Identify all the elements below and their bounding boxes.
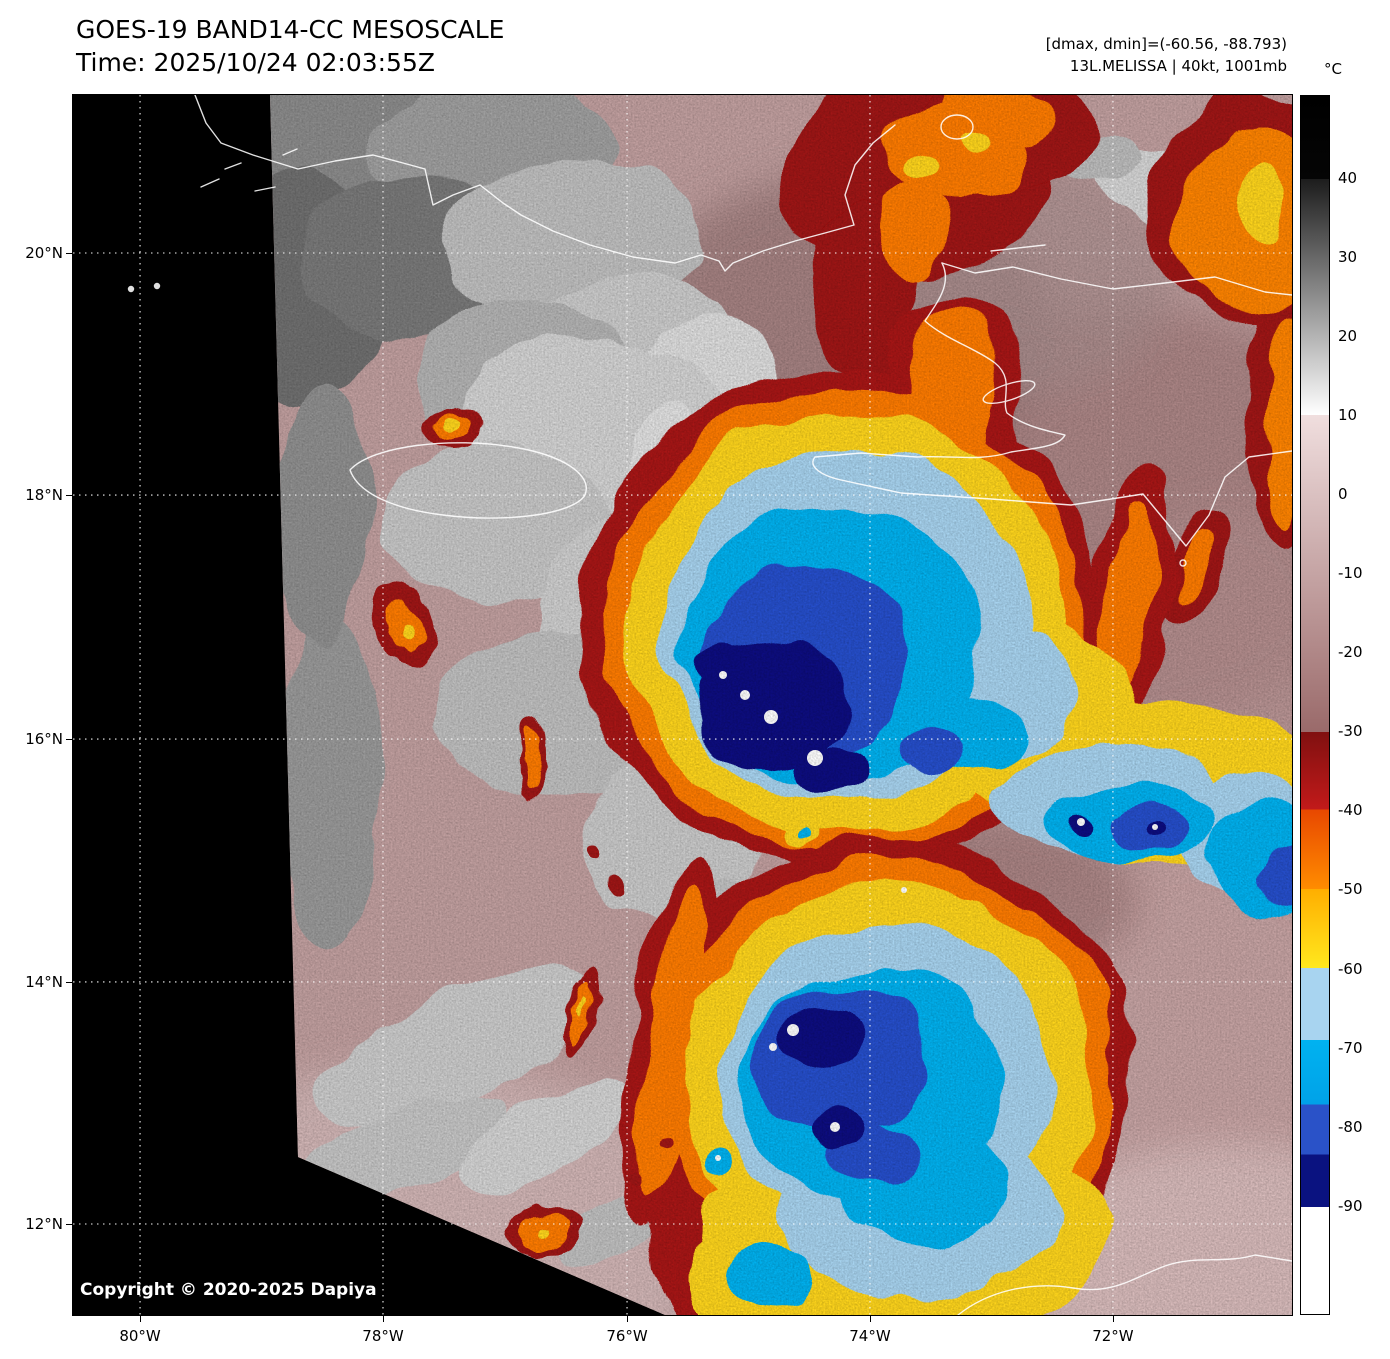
x-axis-tick-label: 72°W xyxy=(1092,1327,1134,1345)
colorbar-tick-label: -50 xyxy=(1338,880,1363,899)
colorbar-tick-label: -80 xyxy=(1338,1117,1363,1136)
hispaniola-west-coastline xyxy=(812,262,1292,547)
colorbar-tick-label: -30 xyxy=(1338,722,1363,741)
y-axis-tick-label: 18°N xyxy=(25,486,63,505)
x-axis-tick-label: 78°W xyxy=(362,1327,404,1345)
y-axis-tick-label: 14°N xyxy=(25,972,63,991)
x-tick-mark xyxy=(1112,1316,1114,1322)
x-axis-tick-label: 76°W xyxy=(606,1327,648,1345)
y-axis-tick-label: 16°N xyxy=(25,730,63,749)
cayman-island-2 xyxy=(153,282,161,290)
x-axis-tick-label: 80°W xyxy=(119,1327,161,1345)
colorbar-tick-label: -20 xyxy=(1338,643,1363,662)
y-axis-tick-label: 12°N xyxy=(25,1214,63,1233)
colorbar-unit-label: °C xyxy=(1324,60,1342,78)
x-tick-mark xyxy=(382,1316,384,1322)
page-title: GOES-19 BAND14-CC MESOSCALE xyxy=(76,15,505,44)
x-tick-mark xyxy=(869,1316,871,1322)
hispaniola-north-coastline xyxy=(941,262,1292,296)
plot-area xyxy=(73,95,1292,1315)
annotation-block: [dmax, dmin]=(-60.56, -88.793) 13L.MELIS… xyxy=(1046,34,1287,78)
cuban-cays xyxy=(200,148,298,192)
y-axis-tick-label: 20°N xyxy=(25,243,63,262)
title-block: GOES-19 BAND14-CC MESOSCALE Time: 2025/1… xyxy=(76,14,504,79)
cuba-coastline xyxy=(194,95,896,272)
copyright-text: Copyright © 2020-2025 Dapiya xyxy=(80,1280,377,1300)
colorbar-tick-label: -90 xyxy=(1338,1196,1363,1215)
y-tick-mark xyxy=(66,739,72,741)
south-america-coastline xyxy=(957,1254,1292,1315)
colorbar-gradient xyxy=(1300,95,1330,1315)
colorbar-tick-label: -40 xyxy=(1338,801,1363,820)
satellite-image xyxy=(73,95,1292,1315)
grain-texture xyxy=(270,95,1292,1315)
cayman-island-1 xyxy=(127,285,135,293)
y-tick-mark xyxy=(66,981,72,983)
colorbar-tick-label: 0 xyxy=(1338,485,1348,504)
jamaica-coastline xyxy=(349,442,587,519)
colorbar-tick-label: 20 xyxy=(1338,327,1358,346)
beata-island xyxy=(1179,559,1187,567)
colorbar-tick-label: 30 xyxy=(1338,248,1358,267)
coastlines xyxy=(127,95,1292,1315)
colorbar-tick-label: 10 xyxy=(1338,406,1358,425)
y-tick-mark xyxy=(66,495,72,497)
colorbar-tick-label: -60 xyxy=(1338,959,1363,978)
dmax-dmin-annotation: [dmax, dmin]=(-60.56, -88.793) xyxy=(1045,35,1287,53)
x-axis-tick-label: 74°W xyxy=(849,1327,891,1345)
y-tick-mark xyxy=(66,1223,72,1225)
x-tick-mark xyxy=(627,1316,629,1322)
colorbar-tick-label: -70 xyxy=(1338,1038,1363,1057)
x-tick-mark xyxy=(140,1316,142,1322)
storm-annotation: 13L.MELISSA | 40kt, 1001mb xyxy=(1069,56,1287,75)
gonave-island xyxy=(982,380,1036,404)
colorbar-tick-label: 40 xyxy=(1338,168,1358,187)
colorbar-tick-label: -10 xyxy=(1338,564,1363,583)
timestamp: Time: 2025/10/24 02:03:55Z xyxy=(76,47,435,77)
tortuga-island xyxy=(990,244,1046,252)
y-tick-mark xyxy=(66,252,72,254)
scan-sector xyxy=(270,95,1292,1315)
great-inagua-island xyxy=(940,114,974,140)
